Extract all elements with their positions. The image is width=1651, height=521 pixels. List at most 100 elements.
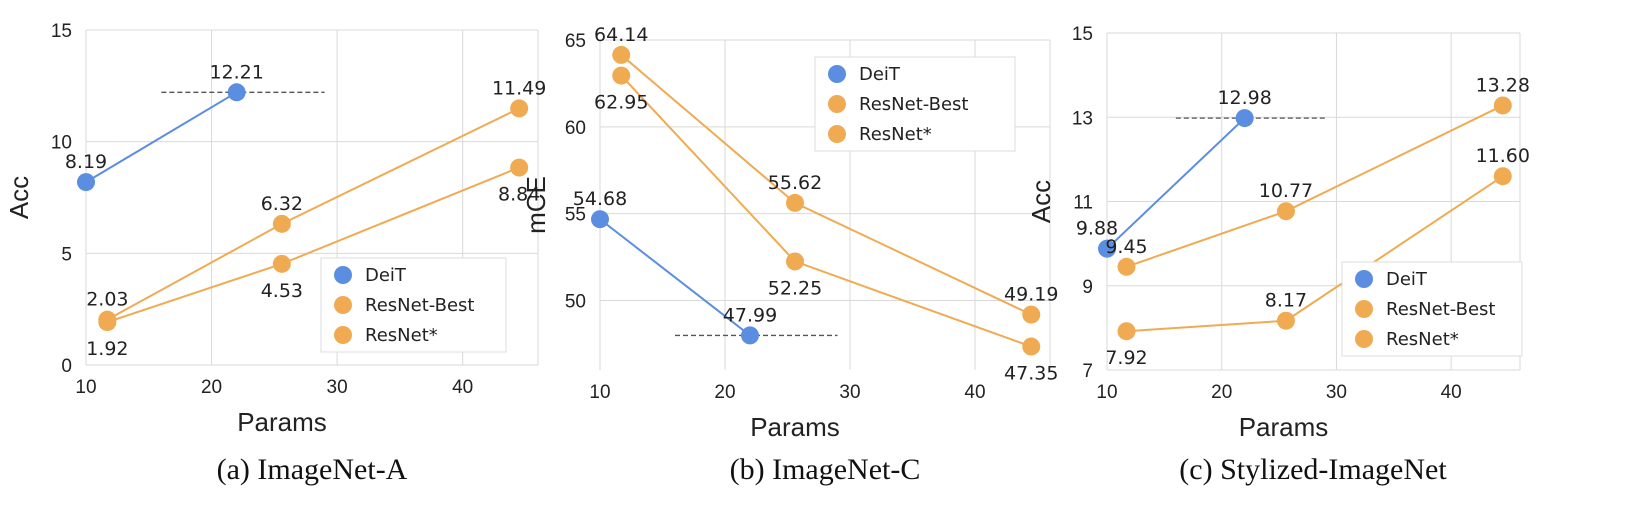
data-label: 54.68: [573, 188, 627, 210]
x-tick-label: 40: [1441, 382, 1462, 403]
legend: DeiT ResNet-Best ResNet*: [1341, 261, 1523, 357]
data-point: [510, 99, 529, 118]
data-label: 8.17: [1265, 290, 1307, 312]
legend-marker: [1355, 270, 1373, 288]
x-tick-label: 30: [327, 377, 348, 398]
legend-label: DeiT: [859, 64, 901, 85]
data-point: [612, 66, 631, 85]
data-point: [786, 193, 804, 212]
legend-marker: [828, 125, 846, 143]
data-label: 52.25: [768, 277, 822, 299]
y-tick-label: 0: [61, 356, 72, 377]
data-point: [227, 83, 246, 102]
data-label: 6.32: [261, 193, 303, 215]
legend-marker: [334, 266, 352, 284]
data-label: 2.03: [86, 289, 128, 311]
data-point: [98, 313, 117, 332]
data-label: 1.92: [86, 338, 128, 360]
series-line-deit: [599, 218, 751, 337]
legend-box: [814, 56, 1016, 152]
legend-label: ResNet*: [365, 325, 438, 346]
x-axis-label: Params: [237, 407, 327, 437]
data-point: [1022, 337, 1041, 356]
data-point: [1493, 96, 1512, 115]
y-tick-label: 7: [1082, 361, 1093, 382]
data-label: 13.28: [1476, 74, 1530, 96]
legend-label: ResNet-Best: [1386, 299, 1495, 320]
y-tick-label: 50: [565, 292, 586, 313]
legend-marker: [828, 95, 846, 113]
legend-marker: [1355, 300, 1373, 318]
series-line-deit: [85, 91, 238, 183]
data-point: [272, 214, 291, 233]
data-label: 47.99: [723, 304, 777, 326]
y-tick-label: 55: [565, 205, 586, 226]
y-tick-label: 15: [51, 21, 72, 42]
data-label: 11.60: [1476, 145, 1530, 167]
x-tick-label: 30: [839, 382, 860, 403]
data-point: [1276, 202, 1295, 221]
data-point: [786, 252, 804, 271]
data-point: [591, 210, 609, 229]
legend-marker: [334, 296, 352, 314]
data-point: [1276, 311, 1295, 330]
data-point: [741, 326, 759, 345]
y-axis-label: mCE: [521, 176, 551, 234]
data-label: 47.35: [1004, 363, 1058, 385]
data-label: 12.98: [1217, 87, 1271, 109]
data-label: 4.53: [261, 280, 303, 302]
legend-marker: [1355, 330, 1373, 348]
chart-panel-3: 10 20 30 40 7 9 11 13 15 Params Acc 9.88 12.98 9.45 10…: [1026, 24, 1530, 486]
data-label: 62.95: [594, 92, 648, 114]
x-tick-label: 10: [75, 377, 96, 398]
series-line-deit: [1106, 117, 1246, 250]
legend-marker: [334, 326, 352, 344]
data-label: 7.92: [1105, 347, 1147, 369]
chart-panel-2: 10 20 30 40 50 55 60 65 Params mCE 54.68 47.99 64.14…: [521, 24, 1058, 486]
subfigure-caption: (b) ImageNet-C: [730, 453, 921, 486]
subfigure-caption: (c) Stylized-ImageNet: [1179, 453, 1447, 486]
data-label: 8.19: [65, 151, 107, 173]
legend-label: DeiT: [1386, 269, 1428, 290]
x-tick-label: 20: [714, 382, 735, 403]
legend: DeiT ResNet-Best ResNet*: [320, 257, 507, 353]
y-tick-label: 10: [51, 133, 72, 154]
data-label: 8.84: [498, 184, 540, 206]
legend-label: DeiT: [365, 265, 407, 286]
data-point: [1117, 257, 1136, 276]
data-label: 9.45: [1105, 236, 1147, 258]
x-tick-label: 40: [452, 377, 473, 398]
y-tick-label: 65: [565, 31, 586, 52]
y-tick-label: 60: [565, 118, 586, 139]
x-tick-label: 20: [201, 377, 222, 398]
data-label: 11.49: [492, 77, 546, 99]
subfigure-caption: (a) ImageNet-A: [217, 453, 408, 486]
data-point: [1235, 109, 1254, 128]
legend-label: ResNet-Best: [365, 295, 474, 316]
data-label: 12.21: [209, 61, 263, 83]
y-tick-label: 9: [1082, 277, 1093, 298]
data-point: [1022, 305, 1041, 324]
x-axis-label: Params: [750, 412, 840, 442]
data-label: 64.14: [594, 24, 648, 46]
legend-label: ResNet*: [1386, 329, 1459, 350]
x-tick-label: 10: [589, 382, 610, 403]
legend-label: ResNet-Best: [859, 94, 968, 115]
y-axis-label: Acc: [1026, 180, 1056, 223]
y-tick-label: 13: [1072, 108, 1093, 129]
x-tick-label: 40: [964, 382, 985, 403]
data-label: 55.62: [768, 172, 822, 194]
series-line-resnet-best: [1126, 104, 1504, 268]
y-tick-label: 11: [1073, 193, 1093, 214]
x-tick-label: 10: [1096, 382, 1117, 403]
data-label: 10.77: [1259, 180, 1313, 202]
y-tick-label: 5: [61, 244, 72, 265]
x-axis-label: Params: [1239, 412, 1329, 442]
y-tick-label: 15: [1072, 24, 1093, 45]
data-point: [272, 254, 291, 273]
data-label: 49.19: [1004, 284, 1058, 306]
chart-panel-1: 10 20 30 40 0 5 10 15 Params Acc 8.19 12.21 2.03 6.32…: [4, 21, 546, 486]
legend-marker: [828, 65, 846, 83]
legend-label: ResNet*: [859, 124, 932, 145]
